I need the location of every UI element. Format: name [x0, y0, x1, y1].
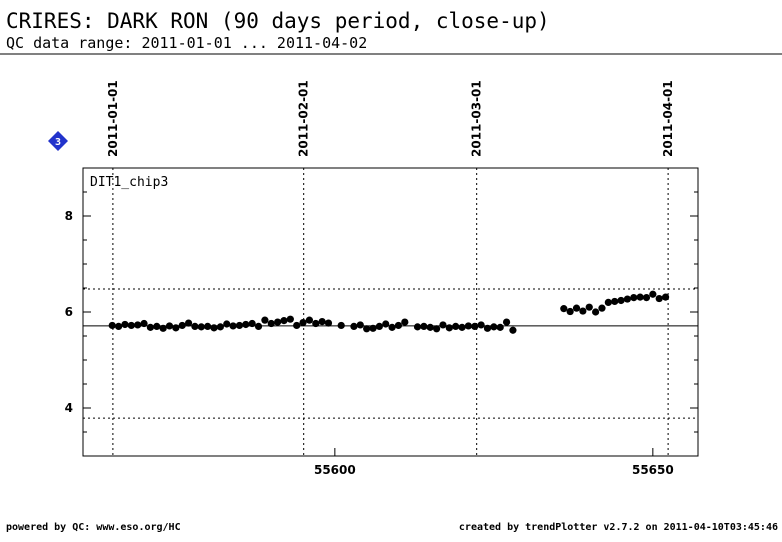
data-point — [286, 315, 294, 323]
data-point — [477, 321, 485, 329]
data-point — [242, 320, 250, 329]
badge-diamond — [48, 131, 68, 151]
data-point — [490, 323, 498, 331]
data-point — [369, 324, 377, 332]
data-point — [579, 307, 587, 315]
date-label: 2011-02-01 — [297, 80, 311, 157]
title: CRIRES: DARK RON (90 days period, close-… — [6, 9, 550, 33]
data-point — [159, 324, 167, 332]
data-point — [401, 318, 409, 326]
data-point — [134, 321, 142, 329]
data-point — [153, 322, 161, 330]
date-label: 2011-03-01 — [470, 80, 484, 157]
data-point — [293, 321, 301, 330]
data-point — [413, 323, 422, 331]
data-point — [235, 321, 244, 330]
data-point — [229, 322, 237, 330]
data-point — [560, 305, 568, 313]
badge: 3 — [48, 131, 68, 151]
y-tick-label: 6 — [65, 305, 73, 319]
data-point — [267, 319, 275, 328]
data-point — [636, 293, 644, 301]
data-point — [382, 320, 390, 328]
data-point — [617, 296, 625, 305]
data-point — [312, 319, 320, 328]
data-point — [566, 307, 574, 316]
data-point — [433, 325, 441, 333]
data-point — [630, 294, 638, 302]
data-point — [502, 318, 511, 326]
data-point — [305, 316, 314, 324]
data-point — [585, 303, 593, 311]
date-label: 2011-01-01 — [106, 80, 120, 157]
data-point — [350, 322, 358, 330]
data-point — [210, 324, 218, 332]
data-point — [280, 317, 288, 325]
data-point — [223, 320, 231, 328]
data-point — [439, 321, 447, 329]
data-point — [394, 321, 403, 330]
data-point — [318, 318, 326, 326]
data-point — [204, 322, 212, 330]
data-point — [191, 322, 199, 330]
data-point — [356, 321, 364, 329]
data-point — [572, 304, 581, 312]
data-point — [375, 322, 383, 330]
data-point — [452, 322, 460, 330]
data-point — [197, 323, 205, 331]
data-point — [655, 294, 663, 303]
data-point — [172, 324, 180, 332]
data-point — [649, 290, 657, 298]
data-point — [274, 318, 282, 326]
data-point — [592, 308, 600, 316]
data-point — [458, 323, 466, 331]
data-point — [426, 323, 434, 331]
data-point — [324, 319, 333, 327]
data-point — [248, 319, 256, 328]
data-point — [661, 293, 670, 301]
data-point — [254, 322, 263, 330]
data-point — [611, 297, 619, 306]
data-point — [299, 318, 307, 327]
data-point — [178, 321, 186, 330]
panel-label: DIT1_chip3 — [90, 175, 168, 190]
data-point — [642, 294, 651, 302]
data-point — [509, 326, 517, 334]
data-point — [261, 316, 269, 324]
data-point — [216, 323, 224, 331]
data-point — [337, 321, 345, 330]
data-point — [165, 322, 174, 330]
data-point — [420, 322, 428, 330]
subtitle: QC data range: 2011-01-01 ... 2011-04-02 — [6, 34, 367, 52]
data-point — [471, 322, 479, 330]
data-point — [108, 321, 116, 330]
data-point — [604, 298, 612, 306]
data-point — [121, 320, 129, 329]
badge-text: 3 — [55, 137, 61, 148]
plot-frame — [82, 167, 699, 457]
x-tick-label: 55600 — [314, 463, 356, 477]
y-tick-label: 4 — [65, 401, 73, 415]
date-label: 2011-04-01 — [661, 80, 675, 157]
data-point — [115, 322, 123, 330]
y-tick-label: 8 — [65, 209, 73, 223]
data-point — [388, 323, 396, 331]
data-point — [184, 319, 193, 327]
data-point — [464, 322, 473, 330]
footer-right: created by trendPlotter v2.7.2 on 2011-0… — [459, 522, 778, 533]
data-point — [363, 325, 371, 333]
data-point — [496, 323, 504, 331]
data-point — [140, 319, 148, 328]
footer-left: powered by QC: www.eso.org/HC — [6, 522, 181, 533]
x-tick-label: 55650 — [632, 463, 674, 477]
data-point — [483, 324, 492, 332]
data-point — [623, 295, 632, 303]
data-point — [445, 324, 453, 332]
data-point — [598, 304, 606, 312]
data-point — [127, 321, 135, 330]
data-point — [146, 323, 155, 331]
